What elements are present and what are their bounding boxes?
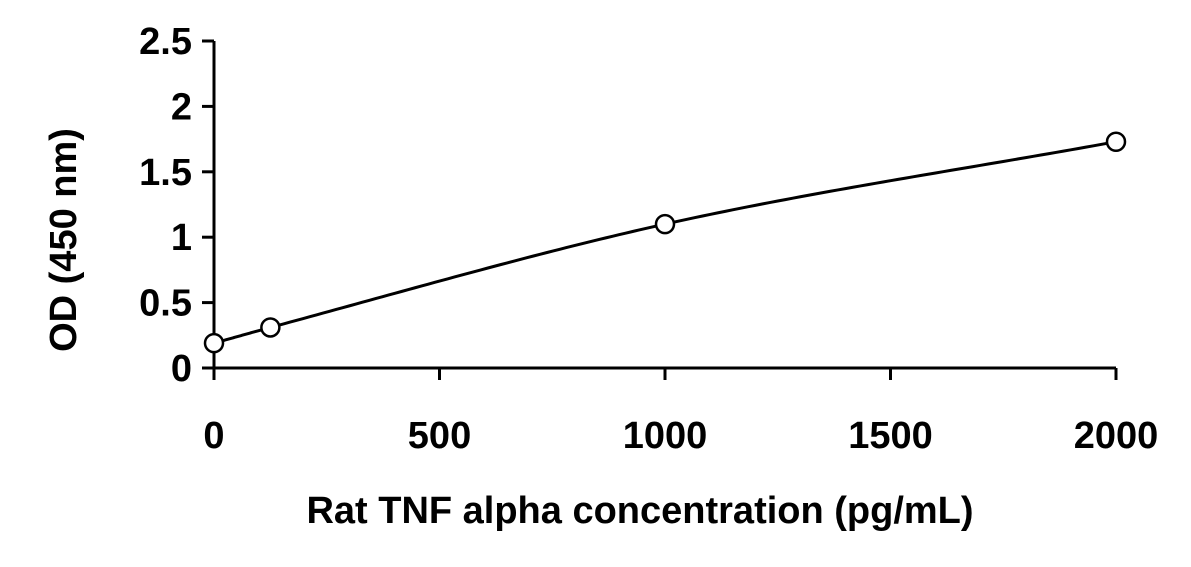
x-tick-label: 500 — [408, 415, 471, 457]
y-tick-label: 2 — [171, 86, 192, 128]
y-tick-label: 2.5 — [139, 21, 192, 63]
y-tick-label: 0 — [171, 348, 192, 390]
data-point — [654, 213, 676, 235]
x-tick-label: 2000 — [1074, 415, 1159, 457]
y-tick-label: 1.5 — [139, 152, 192, 194]
data-point-markers — [203, 131, 1127, 354]
data-point — [260, 317, 281, 338]
x-tick-label: 1500 — [848, 415, 933, 457]
y-axis-title: OD (450 nm) — [43, 128, 85, 352]
fit-curve-line — [213, 140, 1117, 345]
x-axis-title: Rat TNF alpha concentration (pg/mL) — [306, 490, 973, 532]
x-tick-label: 1000 — [623, 415, 708, 457]
y-axis-ticks: 0 0.5 1 1.5 2 2.5 — [139, 21, 214, 390]
x-tick-label: 0 — [203, 415, 224, 457]
y-tick-label: 0.5 — [139, 283, 192, 325]
y-tick-label: 1 — [171, 217, 192, 259]
data-point — [203, 332, 225, 354]
data-point — [1105, 131, 1127, 152]
x-axis-ticks: 0 500 1000 1500 2000 — [203, 368, 1158, 457]
